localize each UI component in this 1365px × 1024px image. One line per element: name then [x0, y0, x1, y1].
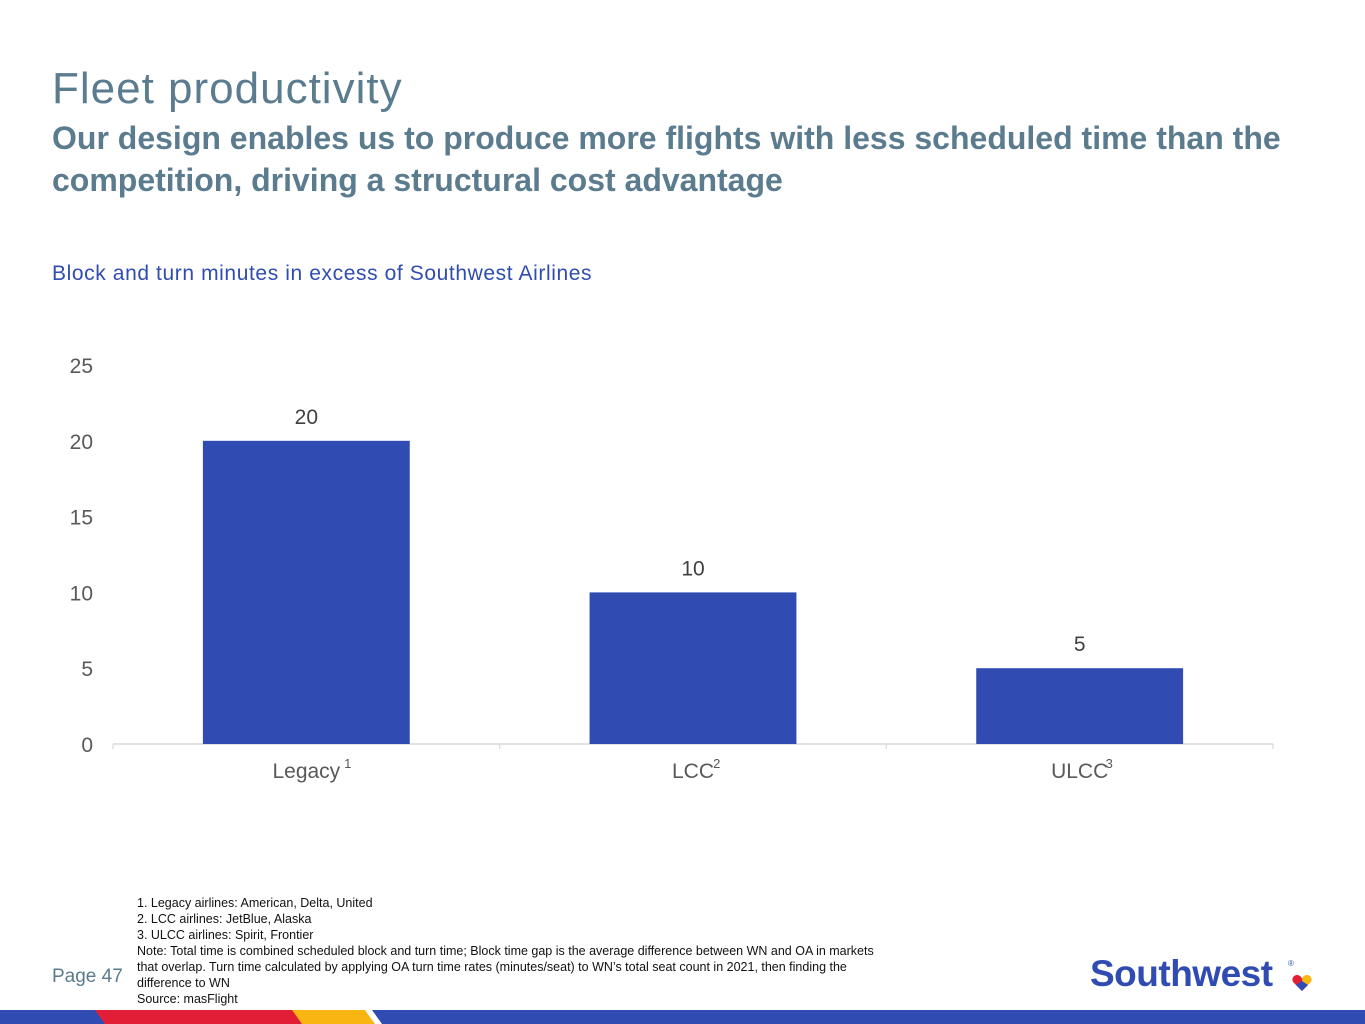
footnote-lcc: 2. LCC airlines: JetBlue, Alaska [137, 912, 312, 926]
x-tick-label: LCC [672, 760, 714, 783]
y-tick-label: 15 [70, 507, 93, 530]
x-tick-label: Legacy [272, 760, 340, 783]
y-tick-label: 25 [70, 355, 93, 378]
y-tick-label: 10 [70, 582, 93, 605]
footnote-legacy: 1. Legacy airlines: American, Delta, Uni… [137, 896, 373, 910]
footnote-note: Note: Total time is combined scheduled b… [137, 944, 874, 990]
y-tick-label: 20 [70, 431, 93, 454]
y-tick-label: 0 [81, 734, 93, 757]
bar-legacy [202, 440, 410, 744]
data-label: 5 [1074, 633, 1086, 656]
footnotes: 1. Legacy airlines: American, Delta, Uni… [137, 895, 897, 1007]
footnote-marker: 1 [344, 756, 351, 771]
bar-lcc [589, 592, 797, 744]
page-title: Fleet productivity [52, 64, 403, 113]
y-tick-label: 5 [81, 658, 93, 681]
chart-title: Block and turn minutes in excess of Sout… [52, 262, 593, 285]
brand-stripe [0, 1010, 1365, 1024]
page-number: Page 47 [52, 966, 123, 987]
page-subtitle: Our design enables us to produce more fl… [52, 120, 1281, 198]
heart-icon [1292, 975, 1312, 991]
data-label: 20 [295, 406, 318, 429]
footnote-source: Source: masFlight [137, 992, 238, 1006]
x-tick-label: ULCC [1051, 760, 1108, 783]
southwest-logo: Southwest [1090, 953, 1273, 994]
footnote-marker: 2 [713, 756, 720, 771]
registered-mark: ® [1288, 959, 1294, 968]
footnote-ulcc: 3. ULCC airlines: Spirit, Frontier [137, 928, 314, 942]
bar-ulcc [976, 668, 1184, 744]
data-label: 10 [681, 557, 704, 580]
footnote-marker: 3 [1106, 756, 1113, 771]
